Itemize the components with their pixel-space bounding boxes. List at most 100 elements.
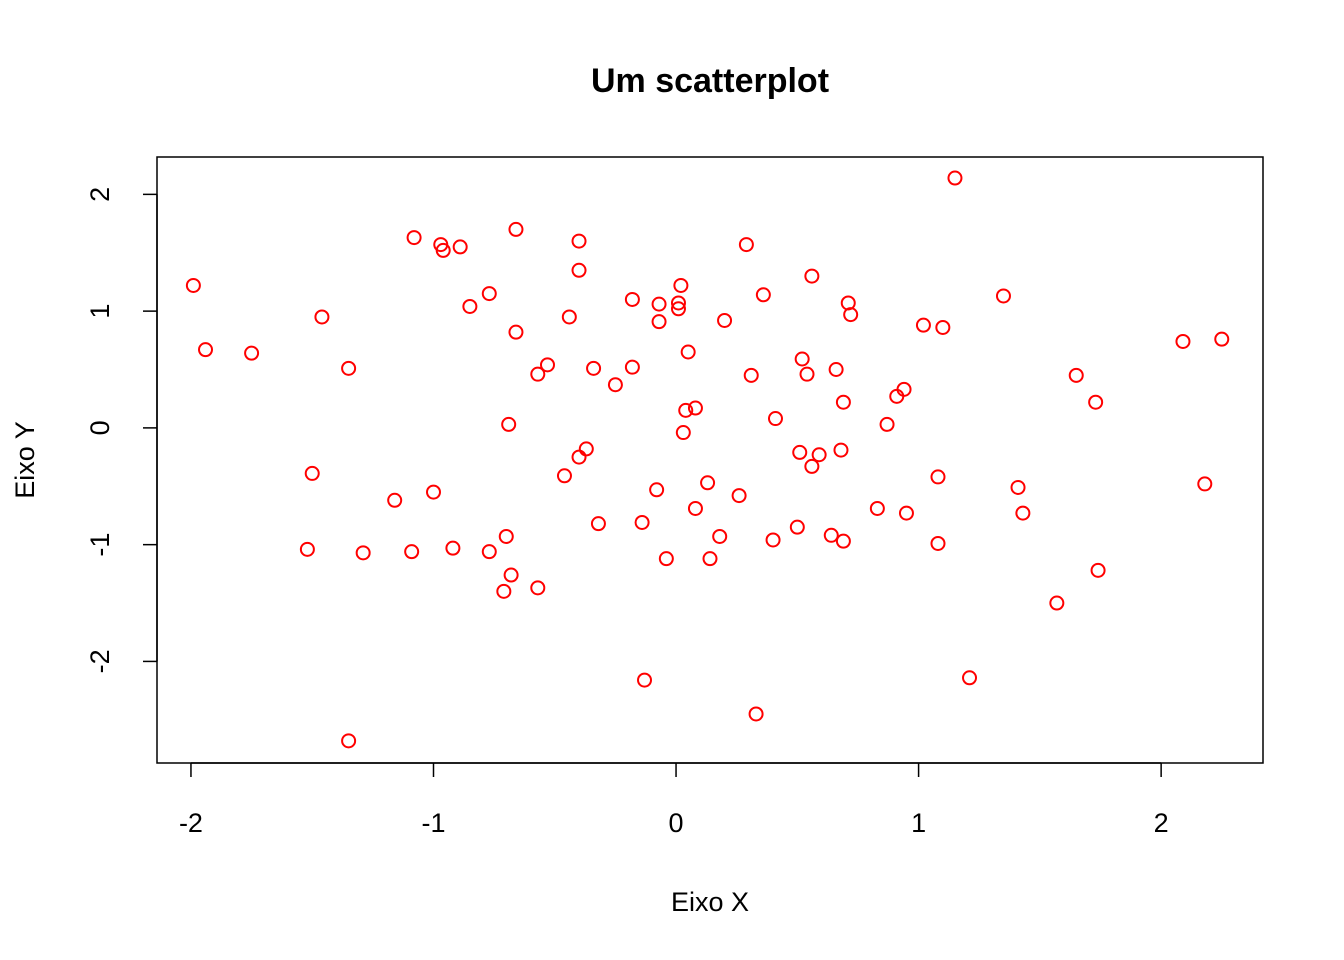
data-point — [833, 442, 849, 458]
data-point — [789, 519, 805, 535]
data-point — [496, 583, 512, 599]
data-point — [670, 301, 686, 317]
data-point — [738, 237, 754, 253]
data-point — [607, 377, 623, 393]
data-point — [539, 357, 555, 373]
data-point — [767, 411, 783, 427]
y-tick-label: 1 — [85, 304, 115, 319]
data-point — [687, 400, 703, 416]
data-point — [1068, 367, 1084, 383]
data-point — [843, 307, 859, 323]
data-point — [915, 317, 931, 333]
data-point — [930, 535, 946, 551]
data-point — [935, 319, 951, 335]
data-point — [748, 706, 764, 722]
chart-title: Um scatterplot — [591, 62, 829, 100]
data-point — [571, 262, 587, 278]
data-point — [962, 670, 978, 686]
data-point — [898, 505, 914, 521]
x-tick-label: -1 — [421, 808, 445, 838]
data-point — [304, 465, 320, 481]
data-point — [1090, 562, 1106, 578]
data-point — [571, 233, 587, 249]
data-point — [586, 360, 602, 376]
data-point — [198, 342, 214, 358]
data-point — [508, 324, 524, 340]
data-point — [404, 544, 420, 560]
data-point — [244, 345, 260, 361]
data-point — [299, 541, 315, 557]
data-point — [811, 447, 827, 463]
data-point — [835, 533, 851, 549]
data-point — [889, 388, 905, 404]
data-points — [185, 170, 1230, 749]
data-point — [452, 239, 468, 255]
data-point — [578, 441, 594, 457]
y-axis-label: Eixo Y — [10, 421, 40, 499]
data-point — [481, 286, 497, 302]
data-point — [828, 362, 844, 378]
data-point — [1010, 479, 1026, 495]
data-point — [1015, 505, 1031, 521]
data-point — [792, 444, 808, 460]
data-point — [561, 309, 577, 325]
data-point — [651, 296, 667, 312]
data-point — [649, 482, 665, 498]
data-point — [530, 366, 546, 382]
y-axis: -2 -1 0 1 2 — [85, 187, 158, 673]
data-point — [624, 359, 640, 375]
data-point — [930, 469, 946, 485]
data-point — [341, 733, 357, 749]
data-point — [634, 514, 650, 530]
plot-frame — [156, 156, 1264, 764]
data-point — [1197, 476, 1213, 492]
data-point — [835, 394, 851, 410]
data-point — [462, 298, 478, 314]
data-point — [530, 580, 546, 596]
data-point — [799, 366, 815, 382]
data-point — [435, 242, 451, 258]
data-point — [571, 449, 587, 465]
x-tick-label: -2 — [179, 808, 203, 838]
data-point — [765, 532, 781, 548]
data-point — [658, 551, 674, 567]
data-point — [869, 500, 885, 516]
data-point — [406, 230, 422, 246]
data-point — [185, 277, 201, 293]
data-point — [896, 381, 912, 397]
data-point — [1049, 595, 1065, 611]
data-point — [637, 672, 653, 688]
data-point — [556, 468, 572, 484]
x-tick-label: 0 — [669, 808, 684, 838]
data-point — [700, 475, 716, 491]
data-point — [498, 528, 514, 544]
data-point — [673, 277, 689, 293]
data-point — [823, 527, 839, 543]
data-point — [794, 351, 810, 367]
y-tick-label: -2 — [85, 649, 115, 673]
x-tick-label: 2 — [1154, 808, 1169, 838]
data-point — [624, 291, 640, 307]
data-point — [687, 500, 703, 516]
data-point — [947, 170, 963, 186]
data-point — [755, 287, 771, 303]
data-point — [1214, 331, 1230, 347]
data-point — [1175, 333, 1191, 349]
y-tick-label: 0 — [85, 420, 115, 435]
data-point — [651, 314, 667, 330]
y-tick-label: 2 — [85, 187, 115, 202]
data-point — [712, 528, 728, 544]
data-point — [445, 540, 461, 556]
y-tick-label: -1 — [85, 533, 115, 557]
data-point — [590, 516, 606, 532]
data-point — [879, 416, 895, 432]
data-point — [341, 360, 357, 376]
data-point — [503, 567, 519, 583]
data-point — [804, 458, 820, 474]
data-point — [501, 416, 517, 432]
data-point — [804, 268, 820, 284]
x-tick-label: 1 — [911, 808, 926, 838]
data-point — [481, 544, 497, 560]
data-point — [1088, 394, 1104, 410]
data-point — [702, 551, 718, 567]
